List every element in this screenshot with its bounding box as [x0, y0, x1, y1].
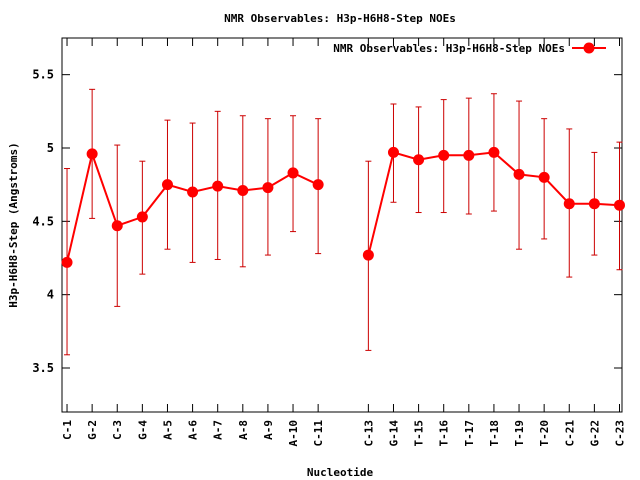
data-point: [563, 198, 575, 210]
data-point: [387, 146, 399, 158]
x-tick-label: T-18: [488, 420, 501, 447]
data-point: [413, 154, 425, 166]
data-point: [513, 168, 525, 180]
x-tick-label: G-2: [86, 420, 99, 440]
data-point: [362, 249, 374, 261]
data-point: [463, 149, 475, 161]
x-tick-label: A-9: [262, 420, 275, 440]
x-tick-label: C-1: [61, 420, 74, 440]
data-point: [488, 146, 500, 158]
x-axis-label: Nucleotide: [307, 466, 374, 479]
x-tick-label: A-8: [237, 420, 250, 440]
x-tick-label: C-23: [613, 420, 626, 447]
x-tick-label: C-13: [362, 420, 375, 447]
x-tick-label: T-15: [413, 420, 426, 447]
error-bars: [64, 88, 623, 356]
data-point: [312, 179, 324, 191]
data-point: [187, 186, 199, 198]
x-tick-label: A-6: [187, 420, 200, 440]
x-tick-label: A-7: [212, 420, 225, 440]
y-tick-label: 5.5: [32, 68, 54, 82]
x-tick-label: C-3: [111, 420, 124, 440]
y-tick-label: 4: [47, 288, 54, 302]
plot-frame: [61, 37, 623, 413]
x-tick-label: C-21: [563, 420, 576, 447]
legend: NMR Observables: H3p-H6H8-Step NOEs: [333, 42, 606, 55]
data-point: [136, 211, 148, 223]
data-point: [287, 167, 299, 179]
y-axis-label: H3p-H6H8-Step (Angstroms): [7, 142, 20, 308]
x-tick-label: G-22: [588, 420, 601, 447]
data-point: [438, 149, 450, 161]
series-points: [61, 146, 625, 268]
x-tick-label: T-20: [538, 420, 551, 447]
x-tick-label: T-17: [463, 420, 476, 447]
x-tick-label: A-5: [161, 420, 174, 440]
data-point: [588, 198, 600, 210]
legend-label: NMR Observables: H3p-H6H8-Step NOEs: [333, 42, 565, 55]
data-point: [111, 220, 123, 232]
data-point: [613, 199, 625, 211]
plot-border: [61, 37, 623, 413]
data-point: [212, 180, 224, 192]
x-axis-ticks: C-1 G-2 C-3 G-4 A-5 A-6 A-7 A-8 A-9 A-10 C-11 C-13 G…: [61, 38, 626, 447]
data-point: [61, 256, 73, 268]
x-tick-label: G-4: [136, 420, 149, 440]
data-point: [538, 171, 550, 183]
y-tick-label: 5: [47, 141, 54, 155]
x-tick-label: C-11: [312, 420, 325, 447]
data-point: [161, 179, 173, 191]
data-point: [86, 148, 98, 160]
y-axis-ticks: 3.5 4 4.5 5 5.5: [32, 68, 622, 375]
x-tick-label: T-19: [513, 420, 526, 447]
x-tick-label: T-16: [438, 420, 451, 447]
y-tick-label: 4.5: [32, 214, 54, 228]
x-tick-label: A-10: [287, 420, 300, 447]
data-point: [262, 182, 274, 194]
y-tick-label: 3.5: [32, 361, 54, 375]
data-point: [237, 185, 249, 197]
series-lines: [66, 150, 620, 263]
x-tick-label: G-14: [387, 420, 400, 447]
legend-marker: [583, 42, 595, 54]
chart-title: NMR Observables: H3p-H6H8-Step NOEs: [224, 12, 456, 25]
